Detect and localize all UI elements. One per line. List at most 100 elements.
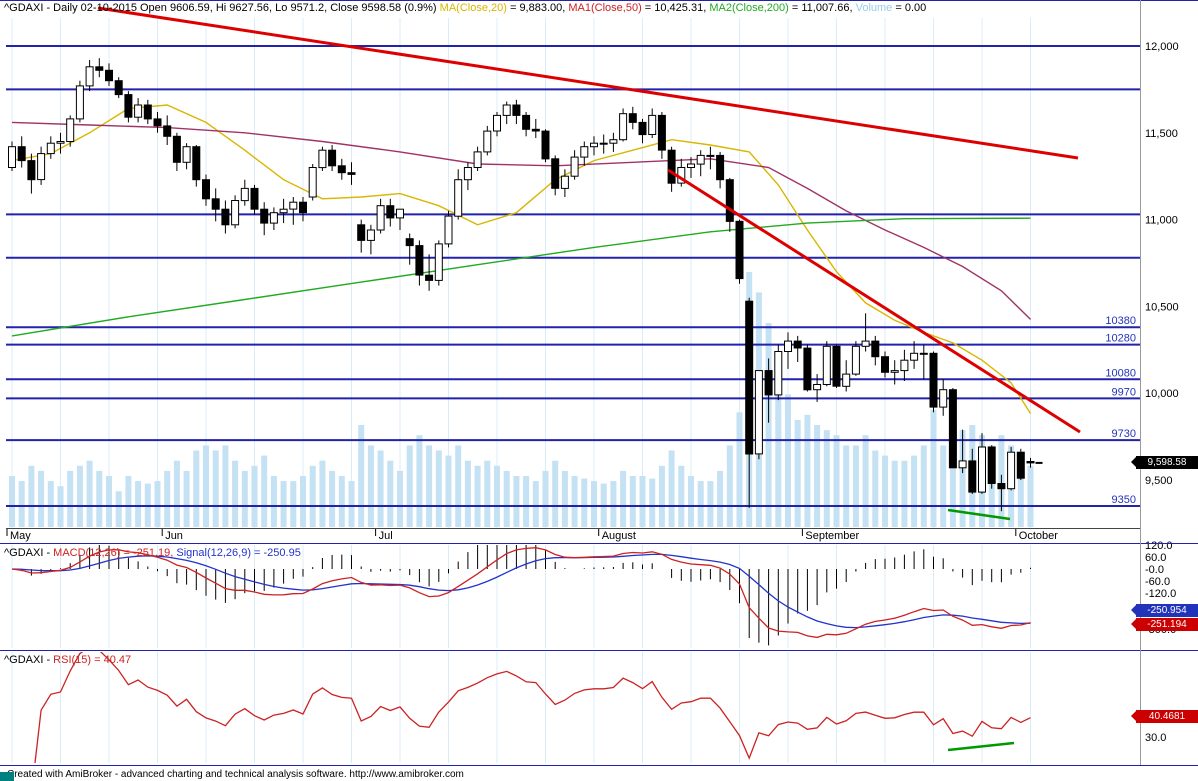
candle[interactable] [415,245,424,276]
candle[interactable] [580,146,589,158]
candle[interactable] [260,208,269,224]
candle[interactable] [299,201,307,214]
candle[interactable] [648,114,657,136]
candle[interactable] [502,104,511,116]
candle[interactable] [376,205,385,231]
rsi-trendline-green[interactable] [947,741,1015,752]
candle[interactable] [628,113,637,123]
candle[interactable] [861,340,870,347]
candle[interactable] [202,179,210,200]
candle[interactable] [764,370,773,396]
candle[interactable] [405,238,414,247]
macd-plot-area[interactable] [6,545,1140,648]
candle[interactable] [987,446,996,484]
candle[interactable] [638,121,647,136]
candle[interactable] [1007,451,1016,490]
candle[interactable] [386,205,395,219]
candle[interactable] [910,352,919,361]
candle[interactable] [948,389,957,469]
candle[interactable] [66,118,75,143]
candle[interactable] [512,104,521,116]
candle[interactable] [939,389,948,408]
downtrend-line-steep[interactable] [667,168,1081,434]
candle[interactable] [425,274,434,281]
candle[interactable] [444,215,453,245]
candle[interactable] [434,243,443,281]
support-line-green[interactable] [947,508,1011,521]
candle[interactable] [551,158,560,189]
candle[interactable] [890,370,899,373]
candle[interactable] [667,149,676,184]
candle[interactable] [968,460,977,493]
candle[interactable] [366,229,375,241]
candle[interactable] [163,125,172,137]
candle[interactable] [172,135,181,163]
main-plot-area[interactable] [6,18,1140,528]
candle[interactable] [531,128,540,132]
candle[interactable] [929,352,938,408]
candle[interactable] [696,154,705,165]
candle[interactable] [725,179,734,222]
candle[interactable] [793,340,802,349]
trendlines-layer[interactable] [97,6,1081,521]
candle[interactable] [1016,451,1025,479]
candle[interactable] [95,66,104,71]
downtrend-line-major[interactable] [97,6,1079,160]
candle[interactable] [105,69,113,82]
candle[interactable] [289,201,298,210]
candle[interactable] [56,141,65,144]
candle[interactable] [192,146,201,181]
candle[interactable] [997,483,1006,490]
candle[interactable] [609,139,618,144]
candle[interactable] [269,212,278,224]
candle[interactable] [8,146,16,168]
candle[interactable] [1026,461,1035,464]
candle[interactable] [560,175,569,189]
candle[interactable] [842,373,851,387]
candle[interactable] [134,104,143,118]
candle[interactable] [851,345,860,375]
candle[interactable] [803,347,812,391]
candle[interactable] [473,151,482,168]
candle[interactable] [75,85,84,120]
candle[interactable] [308,167,317,198]
candle[interactable] [881,356,889,373]
candle[interactable] [541,130,550,160]
rsi-plot-area[interactable] [6,652,1140,763]
candle[interactable] [463,167,472,181]
candle[interactable] [318,149,327,169]
candle[interactable] [27,160,36,181]
candle[interactable] [240,187,249,202]
candle[interactable] [85,66,94,87]
candle[interactable] [357,224,366,241]
candle[interactable] [114,80,123,96]
candle[interactable] [813,384,822,391]
candle[interactable] [687,163,695,168]
candle[interactable] [822,345,831,385]
candle[interactable] [900,359,909,372]
candle[interactable] [657,114,666,151]
candle[interactable] [396,208,404,219]
candle[interactable] [347,172,356,175]
candle[interactable] [590,142,598,148]
candle[interactable] [279,208,288,214]
candle[interactable] [211,198,220,210]
candle[interactable] [337,165,346,174]
candle[interactable] [745,300,754,455]
candle[interactable] [919,352,928,355]
candle[interactable] [958,460,967,469]
candle[interactable] [231,200,240,226]
candle[interactable] [153,118,162,127]
candle[interactable] [619,113,628,141]
candle[interactable] [716,154,725,181]
candle[interactable] [124,94,133,118]
candle[interactable] [221,208,230,226]
candle[interactable] [522,114,531,130]
candle[interactable] [328,149,337,167]
candle[interactable] [143,104,152,120]
candle[interactable] [754,370,763,455]
candle[interactable] [871,340,880,358]
candle[interactable] [493,114,501,132]
candle[interactable] [832,345,841,387]
candle[interactable] [483,130,492,153]
